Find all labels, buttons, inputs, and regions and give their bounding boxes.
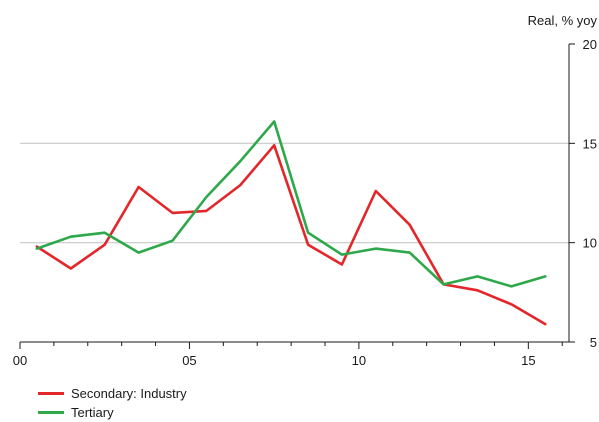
legend-label-tertiary: Tertiary — [71, 405, 114, 420]
y-tick-label-5: 5 — [590, 335, 597, 350]
legend: Secondary: Industry Tertiary — [38, 384, 187, 422]
legend-item-tertiary: Tertiary — [38, 403, 187, 422]
x-tick-label-05: 05 — [182, 353, 196, 368]
legend-swatch-tertiary — [38, 411, 64, 414]
x-tick-label-10: 10 — [352, 353, 366, 368]
series-line-tertiary — [35, 120, 547, 288]
legend-item-secondary-industry: Secondary: Industry — [38, 384, 187, 403]
y-tick-label-15: 15 — [583, 136, 597, 151]
series-line-secondary-industry — [35, 144, 547, 326]
y-tick-labels: 5 10 15 20 — [583, 37, 597, 350]
axes — [19, 43, 575, 349]
y-tick-label-10: 10 — [583, 236, 597, 251]
gridlines — [20, 142, 569, 244]
y-axis-label: Real, % yoy — [528, 13, 598, 28]
legend-label-secondary-industry: Secondary: Industry — [71, 386, 187, 401]
x-tick-label-00: 00 — [13, 353, 27, 368]
series-lines — [35, 120, 547, 326]
y-tick-label-20: 20 — [583, 37, 597, 52]
x-tick-label-15: 15 — [521, 353, 535, 368]
legend-swatch-secondary-industry — [38, 392, 64, 395]
x-tick-labels: 00 05 10 15 — [13, 353, 536, 368]
